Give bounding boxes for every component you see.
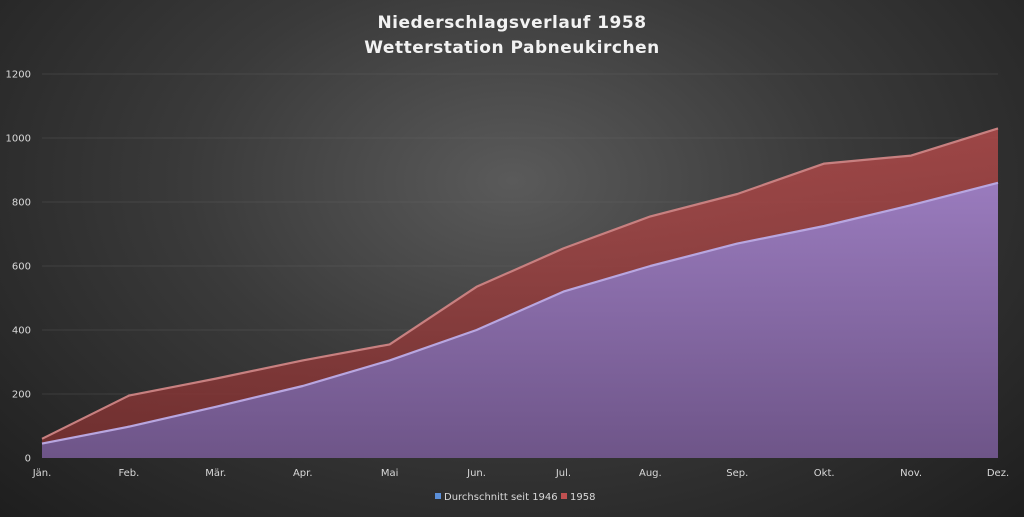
x-tick-label: Mai (381, 468, 399, 479)
y-tick-label: 0 (25, 454, 31, 465)
y-tick-label: 800 (12, 198, 31, 209)
x-tick-label: Okt. (814, 468, 835, 479)
legend-label-1958: 1958 (570, 492, 595, 503)
line-average (41, 181, 999, 445)
plot-area (41, 127, 999, 459)
x-tick-label: Nov. (900, 468, 922, 479)
x-tick-label: Jän. (32, 468, 52, 479)
y-axis: 0 200 400 600 800 1000 1200 (6, 70, 31, 465)
x-tick-label: Feb. (118, 468, 139, 479)
legend-label-average: Durchschnitt seit 1946 (444, 492, 558, 503)
chart-title: Niederschlagsverlauf 1958 (377, 13, 646, 33)
x-tick-label: Dez. (987, 468, 1009, 479)
x-tick-label: Jul. (555, 468, 571, 479)
y-tick-label: 400 (12, 326, 31, 337)
area-average (42, 182, 998, 459)
x-tick-label: Mär. (205, 468, 226, 479)
x-tick-label: Apr. (293, 468, 313, 479)
chart-subtitle: Wetterstation Pabneukirchen (364, 38, 659, 58)
x-axis: Jän. Feb. Mär. Apr. Mai Jun. Jul. Aug. Sep. Okt. N… (32, 468, 1009, 479)
x-tick-label: Aug. (639, 468, 662, 479)
y-tick-label: 600 (12, 262, 31, 273)
legend: Durchschnitt seit 1946 1958 (435, 492, 595, 503)
x-tick-label: Sep. (726, 468, 748, 479)
y-tick-label: 1000 (6, 134, 31, 145)
line-1958 (41, 127, 999, 440)
x-tick-label: Jun. (466, 468, 486, 479)
y-tick-label: 1200 (6, 70, 31, 81)
legend-marker-average (435, 493, 441, 499)
y-tick-label: 200 (12, 390, 31, 401)
legend-marker-1958 (561, 493, 567, 499)
